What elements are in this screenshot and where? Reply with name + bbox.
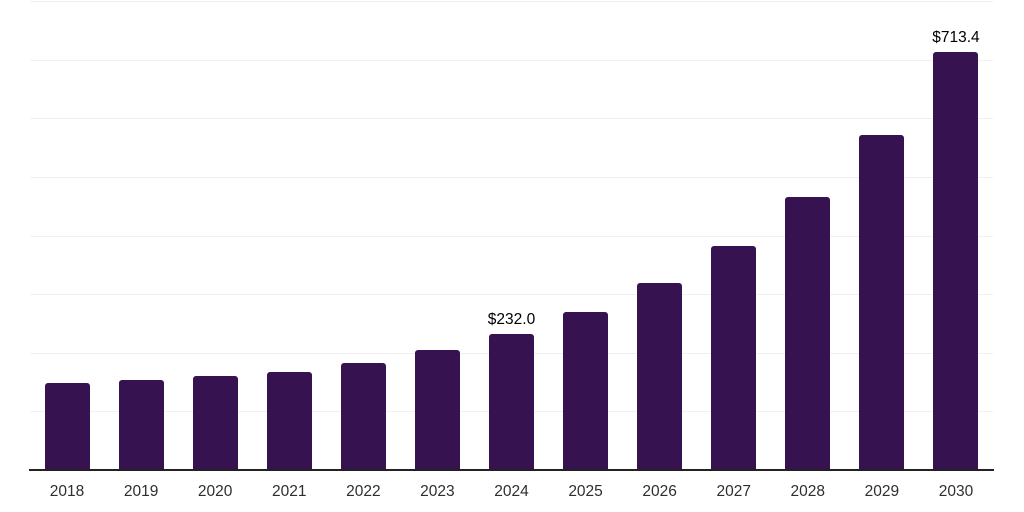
gridline [30, 176, 993, 178]
gridline [30, 59, 993, 61]
x-tick-label-2019: 2019 [123, 483, 159, 500]
plot-area: $232.0 $713.4 [30, 1, 993, 470]
bar-2028 [785, 197, 831, 470]
bar-2030 [933, 51, 979, 470]
bar-2019 [118, 380, 164, 470]
x-tick-label-2030: 2030 [938, 483, 974, 500]
gridline [30, 118, 993, 120]
bar-2021 [266, 371, 312, 470]
bar-value-label-2024: $232.0 [487, 311, 536, 328]
x-tick-label-2018: 2018 [49, 483, 85, 500]
bar-2018 [44, 383, 90, 470]
x-tick-label-2021: 2021 [272, 483, 307, 500]
bar-2020 [192, 376, 238, 470]
x-tick-label-2027: 2027 [716, 483, 751, 500]
x-tick-label-2024: 2024 [494, 483, 529, 500]
bar-2025 [563, 311, 609, 470]
bar-2027 [711, 246, 757, 470]
gridline [30, 1, 993, 2]
x-axis: 2018 2019 2020 2021 2022 2023 2024 2025 2026 2027… [30, 470, 993, 512]
bar-2026 [637, 283, 683, 470]
gridline [30, 235, 993, 237]
bar-2022 [340, 363, 386, 470]
bar-2029 [859, 135, 905, 470]
x-axis-baseline [29, 469, 994, 471]
bar-2023 [414, 350, 460, 470]
x-tick-label-2026: 2026 [642, 483, 677, 500]
x-tick-label-2029: 2029 [864, 483, 900, 500]
x-tick-label-2023: 2023 [420, 483, 455, 500]
x-tick-label-2028: 2028 [790, 483, 826, 500]
x-tick-label-2022: 2022 [346, 483, 381, 500]
x-tick-label-2025: 2025 [568, 483, 603, 500]
bar-value-label-2030: $713.4 [932, 28, 980, 46]
x-tick-label-2020: 2020 [197, 483, 233, 500]
gridline [30, 294, 993, 296]
bar-2024 [489, 334, 534, 470]
